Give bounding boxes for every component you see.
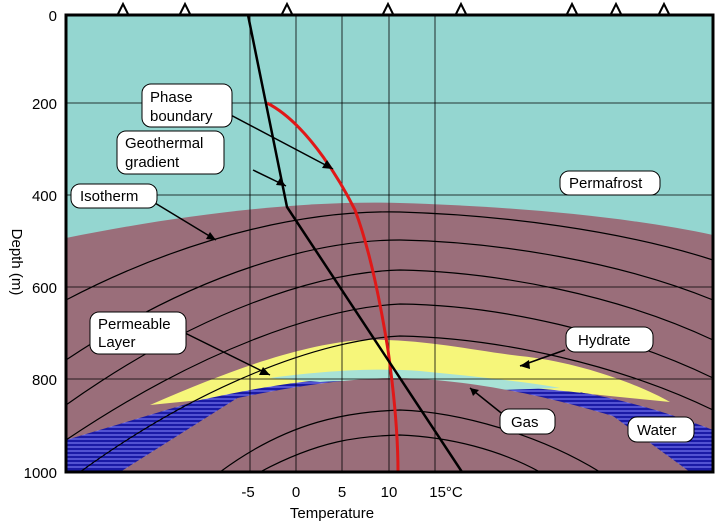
x-tick: 0	[292, 484, 300, 501]
arrow-heads	[206, 160, 530, 396]
water-label: Water	[637, 422, 676, 439]
callout-geothermal-gradient: Geothermal gradient	[116, 130, 225, 175]
hydrate-label: Hydrate	[578, 332, 631, 349]
callout-water: Water	[627, 416, 695, 443]
y-axis-label: Depth (m)	[8, 229, 25, 296]
water-wedge-left	[66, 390, 250, 472]
x-tick: 10	[381, 484, 398, 501]
y-tick: 1000	[24, 465, 57, 482]
phase-boundary-curve	[266, 101, 400, 472]
callout-permeable-layer: Permeable Layer	[89, 311, 187, 355]
plot-frame	[64, 13, 715, 474]
y-tick: 0	[49, 8, 57, 25]
geothermal-gradient-line	[246, 15, 464, 472]
gas-label: Gas	[511, 414, 539, 431]
grid-lines	[66, 15, 713, 472]
x-tick: 15°C	[429, 484, 463, 501]
callout-hydrate: Hydrate	[565, 326, 654, 353]
x-tick: 5	[338, 484, 346, 501]
permafrost-label: Permafrost	[569, 175, 643, 192]
callout-permafrost: Permafrost	[559, 170, 661, 196]
phase-boundary-label-1: Phase	[150, 89, 193, 106]
permeable-label-2: Layer	[98, 334, 136, 351]
geothermal-label-2: gradient	[125, 154, 180, 171]
callout-gas: Gas	[499, 408, 556, 435]
y-tick: 800	[32, 372, 57, 389]
permeable-label-1: Permeable	[98, 316, 171, 333]
y-tick: 400	[32, 188, 57, 205]
callout-isotherm: Isotherm	[70, 183, 158, 209]
y-tick: 200	[32, 96, 57, 113]
y-tick: 600	[32, 280, 57, 297]
phase-boundary-label-2: boundary	[150, 108, 213, 125]
surface-markers	[117, 1, 670, 15]
geothermal-label-1: Geothermal	[125, 135, 203, 152]
callout-phase-boundary: Phase boundary	[141, 83, 233, 128]
x-tick: -5	[241, 484, 254, 501]
isotherm-label: Isotherm	[80, 188, 138, 205]
x-axis-label: Temperature	[290, 505, 374, 522]
isotherm-lines	[66, 211, 713, 472]
